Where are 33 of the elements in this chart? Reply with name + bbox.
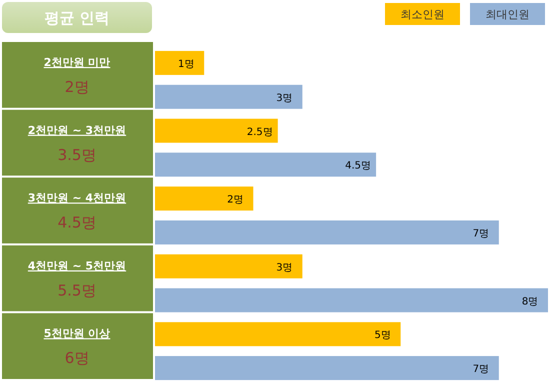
text: 5.5명 [58,281,96,300]
bar [155,288,548,312]
data-label: 3명 [276,92,293,104]
bar [155,356,499,380]
bar [155,50,204,75]
text: 최소인원 [400,8,444,21]
text: 4.5명 [58,214,96,232]
bar [155,322,401,346]
data-label: 1명 [178,58,194,70]
text: 2명 [64,78,90,96]
data-label: 5명 [374,330,391,342]
y-tick-label: 3천만원 ~ 4천만원 [28,192,126,205]
bar [155,254,302,278]
text: 최대인원 [486,8,530,21]
data-label: 7명 [472,228,490,240]
bar [155,220,499,244]
chart-title: 평균 인력 [44,9,110,27]
data-label: 8명 [522,296,538,308]
bar [155,118,278,143]
data-label: 2명 [227,194,244,206]
y-tick-label: 5천만원 이상 [44,327,110,340]
data-label: 3명 [276,262,293,274]
bar [155,186,254,211]
bar [155,84,302,109]
y-tick-label: 2천만원 미만 [44,56,110,69]
y-tick-label: 4천만원 ~ 5천만원 [28,259,126,272]
text: 6명 [64,349,90,368]
data-label: 7명 [472,364,490,376]
bar [155,152,376,177]
text: 3.5명 [58,146,96,164]
data-label: 2.5명 [246,126,273,138]
data-label: 4.5명 [345,160,372,172]
y-tick-label: 2천만원 ~ 3천만원 [28,124,126,137]
